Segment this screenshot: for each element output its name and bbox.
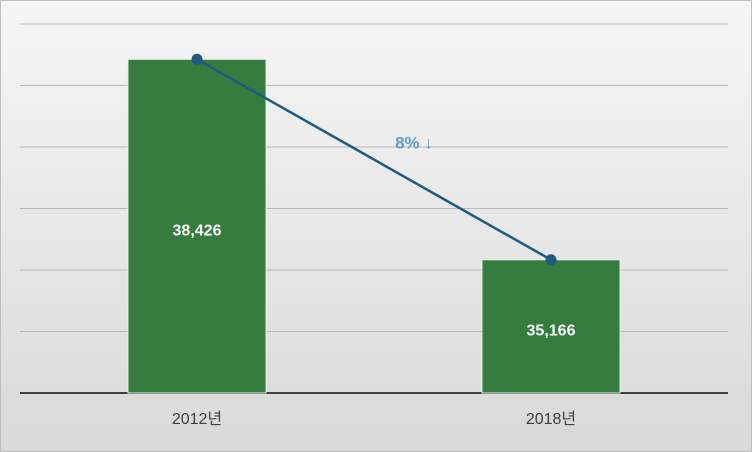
value-label: 35,166 [527,323,576,340]
trend-line [196,58,552,261]
value-label: 38,426 [173,222,222,239]
trend-point [191,53,203,65]
annotation: 8% ↓ [395,133,433,152]
bar [127,58,267,394]
x-tick-label: 2018년 [526,410,576,428]
bar [481,259,621,394]
x-tick-label: 2012년 [172,410,222,428]
trend-point [545,254,557,266]
